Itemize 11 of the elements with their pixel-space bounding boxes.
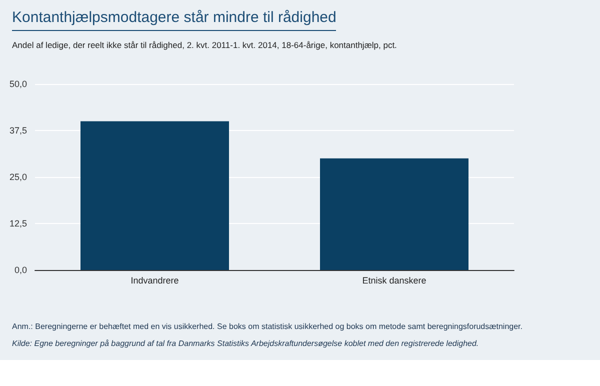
chart-subtitle: Andel af ledige, der reelt ikke står til rådighed, 2. kvt. 2011-1. kvt. 2014, 18-64-årige, kontanthjælp, pct. (12, 40, 397, 50)
text: Anm.: Beregningerne er behæftet med en vis usikkerhed. Se boks om statistisk usikkerhed og boks om metode samt beregningsforudsætninger. (12, 322, 522, 331)
y-tick-label: 12,5 (9, 218, 27, 228)
y-tick-label: 37,5 (9, 126, 27, 136)
text: Kilde: Egne beregninger på baggrund af tal fra Danmarks Statistiks Arbejdskraftundersøgelse koblet med den registrerede ledighed. (12, 339, 479, 348)
x-tick-label: Indvandrere (130, 276, 179, 286)
y-tick-label: 50,0 (9, 79, 27, 89)
y-tick-label: 25,0 (9, 172, 27, 182)
y-tick-label: 0,0 (14, 265, 27, 275)
x-tick-label: Etnisk danskere (362, 276, 426, 286)
chart-title: Kontanthjælpsmodtagere står mindre til rådighed (12, 9, 336, 31)
